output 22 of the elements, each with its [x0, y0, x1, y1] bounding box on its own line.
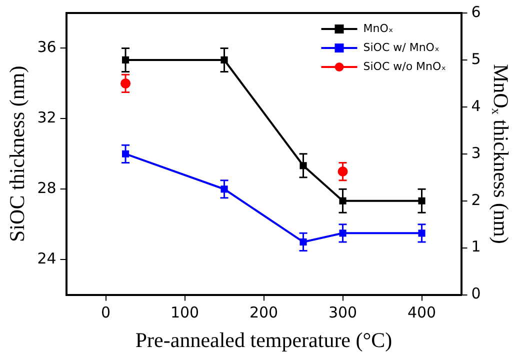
y-tick-label: 24 — [37, 249, 56, 268]
y2-tick-label: 4 — [471, 96, 481, 115]
y-tick-label: 32 — [37, 108, 56, 127]
legend-label: MnOₓ — [363, 22, 394, 35]
y-tick-label: 36 — [37, 38, 56, 56]
x-axis-title: Pre-annealed temperature (°C) — [135, 328, 392, 352]
y2-tick-label: 5 — [471, 50, 481, 68]
y2-tick-label: 2 — [471, 190, 481, 209]
y2-axis-title: MnOₓ thickness (nm) — [488, 64, 513, 244]
legend-label: SiOC w/o MnOₓ — [363, 60, 446, 73]
x-tick-label: 400 — [407, 304, 436, 322]
y-axis-title: SiOC thickness (nm) — [5, 66, 30, 242]
y2-tick-label: 0 — [471, 284, 481, 303]
y2-tick-label: 3 — [471, 144, 481, 162]
x-tick-label: 300 — [328, 304, 358, 322]
x-tick-label: 0 — [101, 304, 111, 322]
y2-tick-label: 1 — [471, 238, 481, 256]
x-tick-label: 200 — [249, 304, 278, 322]
y2-tick-label: 6 — [471, 2, 481, 21]
x-tick-label: 100 — [170, 304, 200, 322]
legend-label: SiOC w/ MnOₓ — [363, 40, 440, 54]
y-tick-label: 28 — [37, 179, 56, 198]
